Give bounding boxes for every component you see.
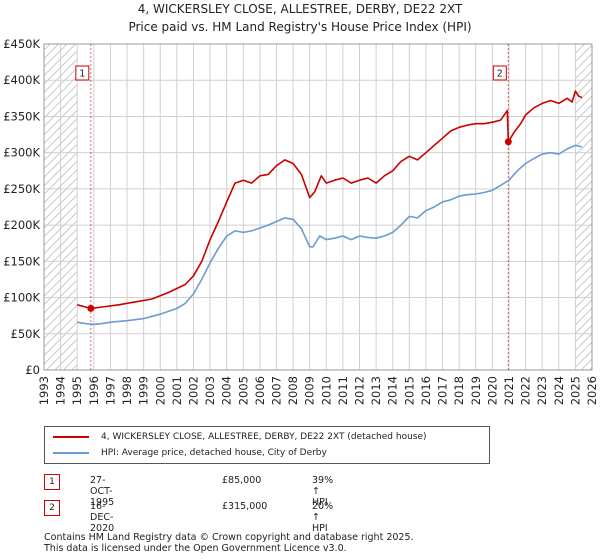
x-tick-label: 2024 — [552, 376, 566, 405]
property-price-line — [76, 90, 583, 310]
legend-item-property: 4, WICKERSLEY CLOSE, ALLESTREE, DERBY, D… — [53, 430, 427, 444]
x-tick-label: 2009 — [303, 376, 317, 405]
x-tick-label: 2012 — [353, 376, 367, 405]
x-tick-label: 1993 — [37, 376, 51, 405]
transaction-price: £315,000 — [222, 501, 268, 512]
chart-subtitle: Price paid vs. HM Land Registry's House … — [128, 20, 472, 34]
x-tick-label: 2011 — [336, 376, 350, 405]
x-tick-label: 2007 — [270, 376, 284, 405]
transaction-hpi-change: 20% ↑ HPI — [312, 501, 334, 534]
y-tick-label: £200K — [3, 218, 40, 232]
chart-legend: 4, WICKERSLEY CLOSE, ALLESTREE, DERBY, D… — [44, 426, 490, 464]
hatched-region — [575, 44, 592, 370]
x-tick-label: 2022 — [519, 376, 533, 405]
footer-line-1: Contains HM Land Registry data © Crown c… — [44, 532, 414, 543]
chart-title: 4, WICKERSLEY CLOSE, ALLESTREE, DERBY, D… — [137, 2, 463, 16]
x-tick-label: 2017 — [436, 376, 450, 405]
x-tick-label: 2021 — [502, 376, 516, 405]
transaction-marker: 1 — [44, 474, 60, 490]
y-tick-label: £50K — [11, 327, 41, 341]
x-tick-label: 2023 — [535, 376, 549, 405]
x-tick-label: 2000 — [153, 376, 167, 405]
legend-swatch-property — [53, 436, 89, 438]
x-tick-label: 2001 — [170, 376, 184, 405]
x-tick-label: 2019 — [469, 376, 483, 405]
legend-label-property: 4, WICKERSLEY CLOSE, ALLESTREE, DERBY, D… — [101, 432, 427, 442]
transaction-marker: 2 — [44, 500, 60, 516]
x-tick-label: 1996 — [87, 376, 101, 405]
footer: Contains HM Land Registry data © Crown c… — [44, 532, 414, 554]
y-tick-label: £350K — [3, 109, 40, 123]
x-tick-label: 2013 — [369, 376, 383, 405]
y-tick-label: £300K — [3, 146, 40, 160]
x-tick-label: 2006 — [253, 376, 267, 405]
y-tick-label: £100K — [3, 291, 40, 305]
sale-marker-box — [492, 65, 507, 81]
x-tick-label: 2018 — [452, 376, 466, 405]
legend-swatch-hpi — [53, 452, 89, 454]
sale-point — [87, 304, 95, 312]
x-tick-label: 1999 — [137, 376, 151, 405]
sale-marker-box — [75, 65, 90, 81]
sale-marker-label: 2 — [492, 65, 507, 81]
x-tick-label: 2004 — [220, 376, 234, 405]
x-tick-label: 2026 — [585, 376, 599, 405]
y-tick-label: £250K — [3, 182, 40, 196]
legend-label-hpi: HPI: Average price, detached house, City… — [101, 448, 327, 458]
x-tick-label: 2002 — [186, 376, 200, 405]
x-tick-label: 2015 — [402, 376, 416, 405]
transaction-hpi-change: 39% ↑ HPI — [312, 475, 334, 508]
x-tick-label: 2020 — [485, 376, 499, 405]
y-tick-label: £150K — [3, 254, 40, 268]
x-tick-label: 2014 — [386, 376, 400, 405]
sale-point — [504, 138, 512, 146]
x-tick-label: 2010 — [319, 376, 333, 405]
price-chart: £0 £50K £100K £150K £200K £250K £300K £350K £400… — [3, 37, 599, 405]
sale-marker-number: 2 — [497, 69, 503, 80]
legend-item-hpi: HPI: Average price, detached house, City… — [53, 446, 327, 460]
transaction-date: 16-DEC-2020 — [90, 501, 115, 534]
y-tick-label: £450K — [3, 37, 40, 51]
x-tick-label: 1995 — [70, 376, 84, 405]
transaction-date: 27-OCT-1995 — [90, 475, 115, 508]
x-tick-label: 2008 — [286, 376, 300, 405]
plot-frame — [43, 43, 593, 371]
x-tick-label: 1994 — [54, 376, 68, 405]
x-tick-label: 2025 — [568, 376, 582, 405]
transaction-price: £85,000 — [222, 475, 262, 486]
y-tick-label: £0 — [25, 363, 40, 377]
sale-marker-label: 1 — [75, 65, 90, 81]
footer-line-2: This data is licensed under the Open Gov… — [44, 543, 347, 554]
y-tick-label: £400K — [3, 73, 40, 87]
x-tick-label: 2003 — [203, 376, 217, 405]
x-tick-label: 1998 — [120, 376, 134, 405]
x-tick-label: 1997 — [103, 376, 117, 405]
sale-marker-number: 1 — [79, 69, 85, 80]
hpi-line — [77, 144, 583, 326]
x-tick-label: 2016 — [419, 376, 433, 405]
x-tick-label: 2005 — [236, 376, 250, 405]
